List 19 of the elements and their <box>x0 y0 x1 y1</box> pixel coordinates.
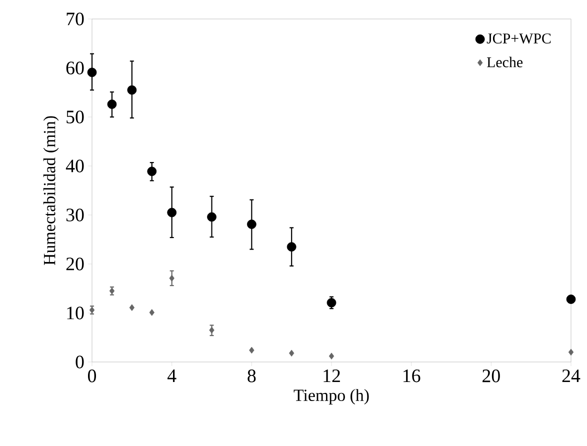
y-tick-label: 20 <box>66 258 84 270</box>
legend-label: Leche <box>486 56 523 68</box>
x-tick-label: 20 <box>482 370 500 382</box>
x-tick-label: 0 <box>88 370 96 382</box>
x-tick-label: 8 <box>248 370 256 382</box>
y-tick-label: 10 <box>67 306 84 320</box>
y-tick-label: 50 <box>66 110 84 124</box>
y-tick-label: 0 <box>76 356 84 368</box>
x-axis-title: Tiempo (h) <box>294 389 369 404</box>
y-tick-label: 40 <box>66 160 84 172</box>
y-tick-label: 60 <box>66 62 84 74</box>
y-tick-label: 70 <box>66 12 84 26</box>
legend-label: JCP+WPC <box>486 33 551 44</box>
x-tick-label: 16 <box>404 370 420 382</box>
x-tick-label: 12 <box>324 370 340 382</box>
y-axis-title: Humectabilidad (min) <box>43 116 59 266</box>
y-tick-label: 30 <box>66 208 84 222</box>
x-tick-label: 24 <box>562 370 580 382</box>
x-tick-label: 4 <box>167 370 176 382</box>
